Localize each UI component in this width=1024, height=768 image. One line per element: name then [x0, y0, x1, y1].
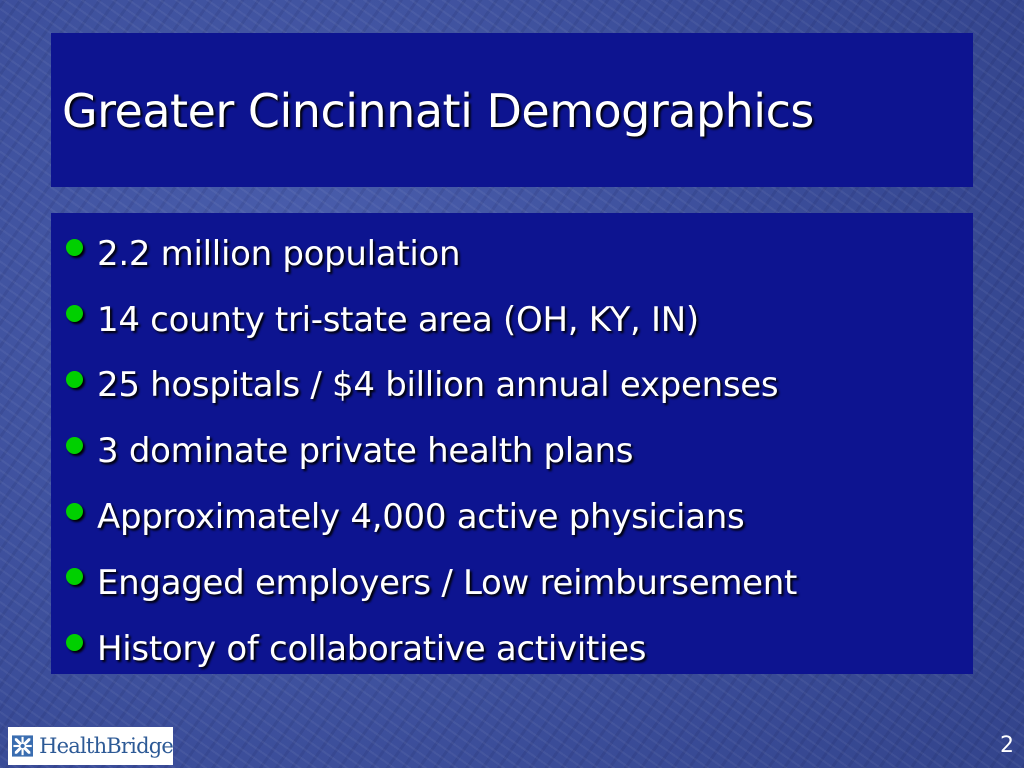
- bullet-dot-icon: [66, 568, 83, 586]
- logo-text: HealthBridge: [39, 734, 174, 758]
- bullet-text: 2.2 million population: [97, 233, 461, 274]
- list-item: 3 dominate private health plans: [60, 418, 797, 484]
- title-panel: [51, 33, 973, 187]
- bullet-text: 3 dominate private health plans: [97, 431, 634, 472]
- list-item: 14 county tri-state area (OH, KY, IN): [60, 287, 797, 353]
- bullet-list: 2.2 million population 14 county tri-sta…: [60, 221, 797, 682]
- bullet-dot-icon: [66, 502, 83, 520]
- bullet-text: Engaged employers / Low reimbursement: [97, 562, 798, 603]
- list-item: 2.2 million population: [60, 221, 797, 287]
- list-item: History of collaborative activities: [60, 616, 797, 682]
- bullet-dot-icon: [66, 239, 83, 257]
- healthbridge-logo: HealthBridge: [8, 727, 174, 765]
- bullet-dot-icon: [66, 305, 83, 323]
- healthbridge-logo-icon: [12, 735, 34, 757]
- content-panel: [51, 213, 973, 674]
- bullet-text: 14 county tri-state area (OH, KY, IN): [97, 299, 699, 340]
- bullet-text: 25 hospitals / $4 billion annual expense…: [97, 365, 779, 406]
- bullet-dot-icon: [66, 634, 83, 652]
- bullet-text: Approximately 4,000 active physicians: [97, 497, 745, 538]
- bullet-text: History of collaborative activities: [97, 628, 647, 669]
- list-item: 25 hospitals / $4 billion annual expense…: [60, 353, 797, 419]
- slide-title: Greater Cincinnati Demographics: [62, 84, 814, 138]
- list-item: Engaged employers / Low reimbursement: [60, 550, 797, 616]
- page-number: 2: [1000, 733, 1014, 758]
- bullet-dot-icon: [66, 436, 83, 454]
- list-item: Approximately 4,000 active physicians: [60, 484, 797, 550]
- bullet-dot-icon: [66, 370, 83, 388]
